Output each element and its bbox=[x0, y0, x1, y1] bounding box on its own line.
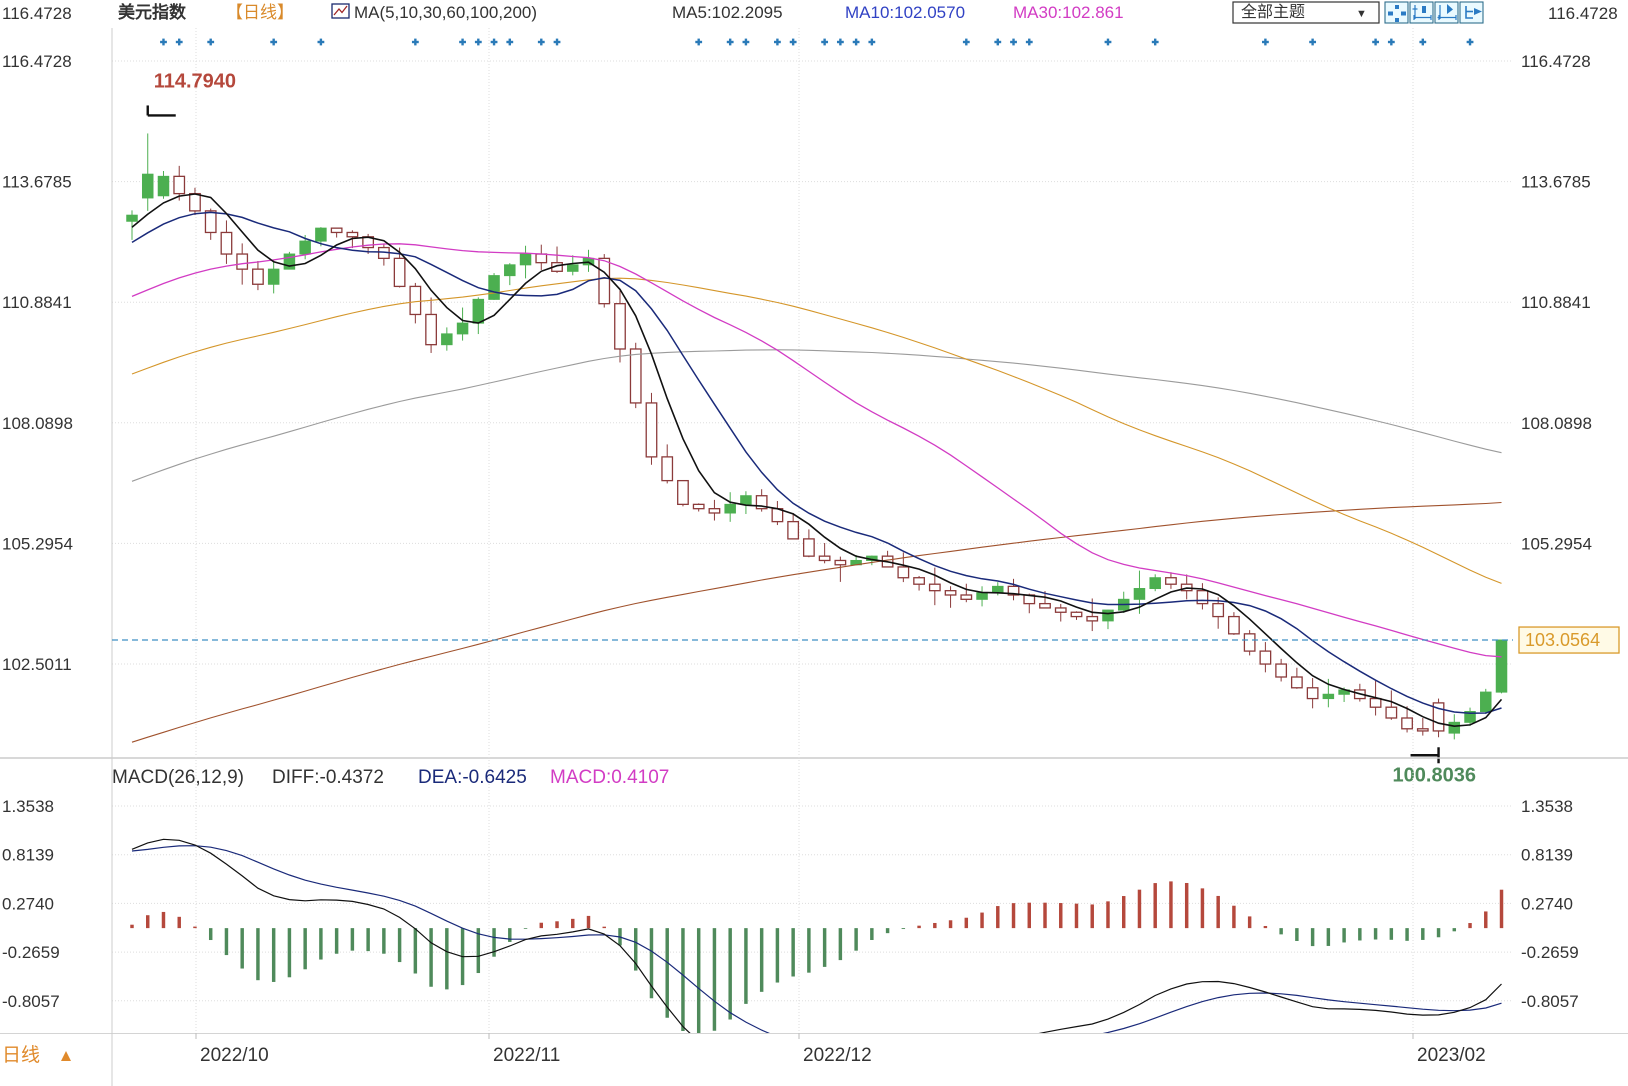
svg-text:0.8139: 0.8139 bbox=[1521, 846, 1573, 865]
svg-text:105.2954: 105.2954 bbox=[2, 534, 73, 553]
svg-text:DEA:-0.6425: DEA:-0.6425 bbox=[418, 767, 527, 788]
svg-text:-0.2659: -0.2659 bbox=[2, 943, 60, 962]
svg-text:MA30:102.861: MA30:102.861 bbox=[1013, 3, 1124, 22]
svg-text:MACD:0.4107: MACD:0.4107 bbox=[550, 767, 669, 788]
svg-text:▼: ▼ bbox=[1356, 8, 1367, 20]
svg-text:116.4728: 116.4728 bbox=[2, 4, 72, 23]
svg-text:108.0898: 108.0898 bbox=[1521, 414, 1592, 433]
svg-text:MA5:102.2095: MA5:102.2095 bbox=[672, 3, 783, 22]
svg-text:-0.8057: -0.8057 bbox=[2, 992, 60, 1011]
svg-text:0.8139: 0.8139 bbox=[2, 846, 54, 865]
svg-text:1.3538: 1.3538 bbox=[1521, 797, 1573, 816]
svg-text:105.2954: 105.2954 bbox=[1521, 534, 1592, 553]
svg-text:108.0898: 108.0898 bbox=[2, 414, 73, 433]
svg-text:美元指数: 美元指数 bbox=[118, 2, 187, 22]
svg-text:2022/10: 2022/10 bbox=[200, 1045, 269, 1066]
svg-text:116.4728: 116.4728 bbox=[2, 52, 72, 71]
svg-text:116.4728: 116.4728 bbox=[1521, 52, 1591, 71]
svg-text:102.5011: 102.5011 bbox=[2, 655, 72, 674]
svg-text:103.0564: 103.0564 bbox=[1525, 630, 1600, 650]
svg-text:全部主题: 全部主题 bbox=[1241, 3, 1305, 21]
svg-text:日线: 日线 bbox=[2, 1044, 40, 1066]
svg-text:110.8841: 110.8841 bbox=[2, 293, 72, 312]
svg-text:2022/12: 2022/12 bbox=[803, 1045, 872, 1066]
svg-text:MA10:102.0570: MA10:102.0570 bbox=[845, 3, 965, 22]
svg-text:MACD(26,12,9): MACD(26,12,9) bbox=[112, 767, 244, 788]
svg-text:0.2740: 0.2740 bbox=[1521, 894, 1573, 913]
svg-text:2022/11: 2022/11 bbox=[493, 1045, 560, 1066]
svg-text:113.6785: 113.6785 bbox=[1521, 173, 1591, 192]
svg-text:113.6785: 113.6785 bbox=[2, 173, 72, 192]
svg-text:-0.8057: -0.8057 bbox=[1521, 992, 1579, 1011]
svg-text:-0.2659: -0.2659 bbox=[1521, 943, 1579, 962]
svg-text:【日线】: 【日线】 bbox=[226, 3, 294, 22]
svg-text:1.3538: 1.3538 bbox=[2, 797, 54, 816]
svg-text:0.2740: 0.2740 bbox=[2, 894, 54, 913]
svg-text:DIFF:-0.4372: DIFF:-0.4372 bbox=[272, 767, 384, 788]
svg-text:2023/02: 2023/02 bbox=[1417, 1045, 1486, 1066]
svg-text:110.8841: 110.8841 bbox=[1521, 293, 1591, 312]
svg-text:MA(5,10,30,60,100,200): MA(5,10,30,60,100,200) bbox=[354, 3, 537, 22]
svg-text:116.4728: 116.4728 bbox=[1548, 4, 1618, 23]
svg-text:114.7940: 114.7940 bbox=[154, 70, 236, 92]
